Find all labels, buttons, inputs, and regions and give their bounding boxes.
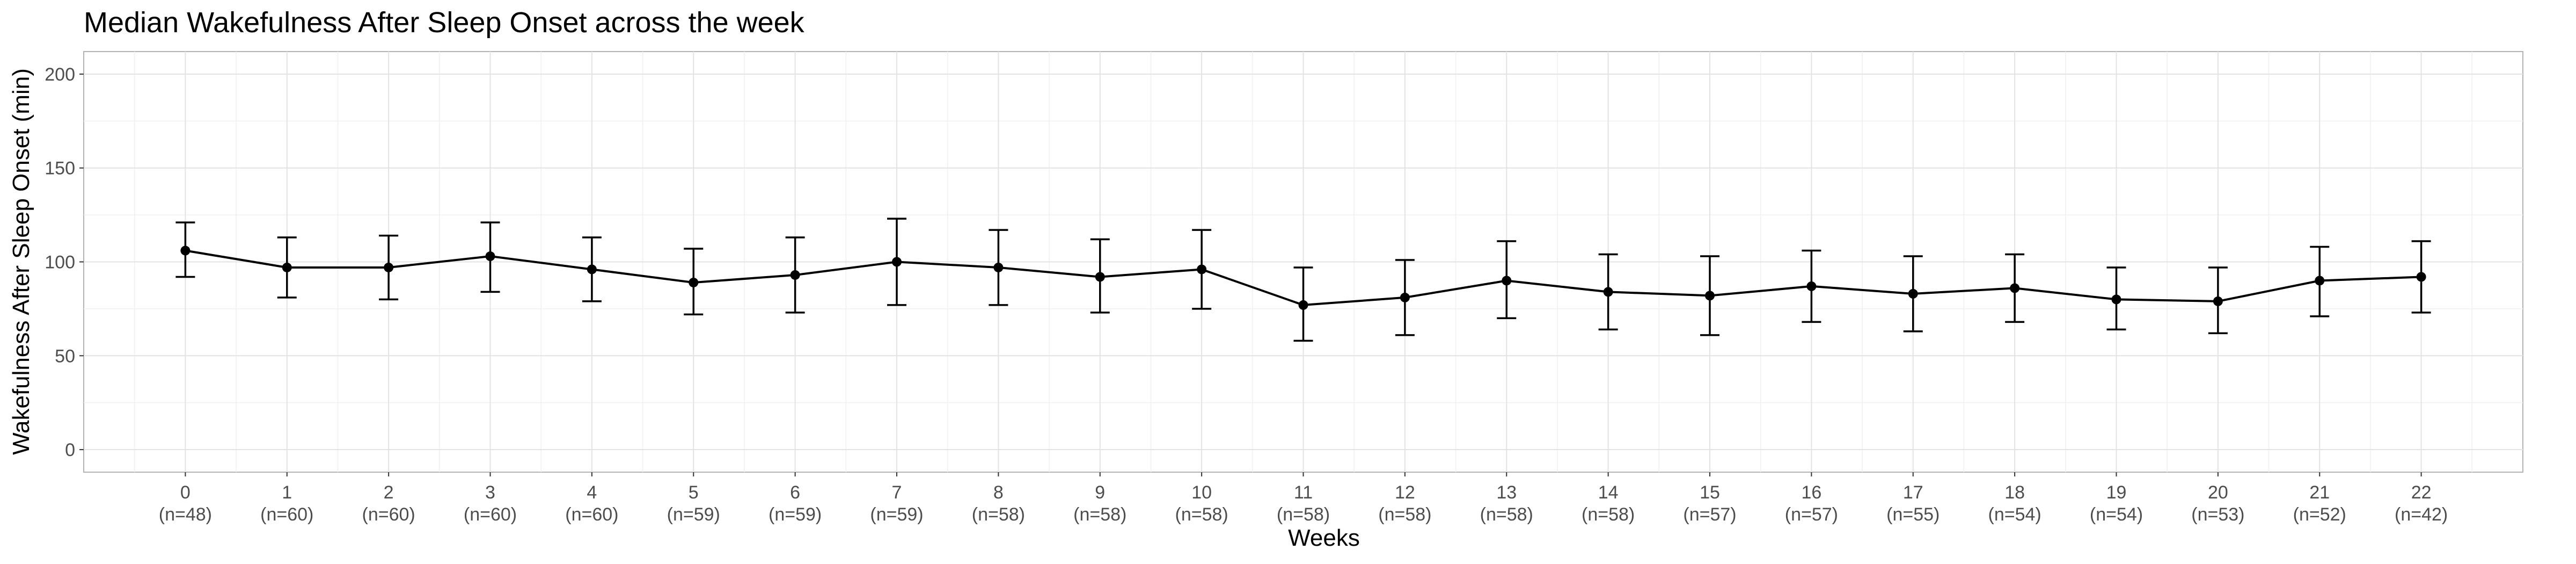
x-tick-label: 6: [790, 482, 800, 503]
x-tick-label: 16: [1801, 482, 1821, 503]
x-tick-label: 21: [2309, 482, 2330, 503]
data-point: [1806, 281, 1817, 291]
x-tick-label: 8: [993, 482, 1004, 503]
x-tick-label: 13: [1496, 482, 1517, 503]
y-axis: 0 50 100 150 200: [45, 64, 84, 460]
x-tick-n-label: (n=60): [260, 504, 313, 525]
x-tick-n-label: (n=42): [2395, 504, 2448, 525]
x-tick-label: 11: [1294, 482, 1313, 503]
x-tick-label: 9: [1095, 482, 1105, 503]
chart-title: Median Wakefulness After Sleep Onset acr…: [84, 6, 805, 39]
data-point: [1502, 276, 1512, 286]
data-point: [2213, 296, 2223, 306]
x-tick-label: 7: [892, 482, 902, 503]
data-point: [689, 277, 699, 287]
x-tick-n-label: (n=57): [1683, 504, 1736, 525]
x-tick-n-label: (n=59): [769, 504, 822, 525]
y-tick-label: 50: [55, 346, 75, 366]
x-tick-n-label: (n=59): [870, 504, 923, 525]
x-tick-n-label: (n=58): [972, 504, 1025, 525]
x-tick-label: 12: [1395, 482, 1415, 503]
data-point: [993, 262, 1004, 272]
data-point: [1908, 288, 1918, 299]
x-tick-n-label: (n=55): [1886, 504, 1940, 525]
y-axis-label: Wakefulness After Sleep Onset (min): [8, 68, 34, 455]
x-tick-n-label: (n=60): [362, 504, 415, 525]
data-point: [282, 262, 292, 272]
x-tick-n-label: (n=48): [159, 504, 212, 525]
data-point: [1603, 287, 1613, 297]
x-tick-label: 4: [587, 482, 597, 503]
x-tick-n-label: (n=57): [1785, 504, 1838, 525]
x-tick-label: 20: [2208, 482, 2228, 503]
data-point: [2315, 276, 2325, 286]
x-tick-label: 18: [2004, 482, 2025, 503]
data-point: [1197, 264, 1207, 274]
y-tick-label: 0: [65, 440, 75, 460]
x-tick-n-label: (n=53): [2191, 504, 2244, 525]
data-point: [384, 262, 394, 272]
data-point: [2111, 294, 2121, 305]
y-tick-label: 200: [45, 64, 75, 85]
data-point: [790, 270, 800, 280]
data-point: [485, 251, 495, 262]
x-tick-n-label: (n=59): [667, 504, 720, 525]
x-tick-n-label: (n=58): [1582, 504, 1635, 525]
data-point: [1400, 292, 1410, 302]
x-tick-n-label: (n=60): [464, 504, 517, 525]
data-point: [180, 245, 191, 256]
data-point: [2416, 272, 2426, 282]
x-tick-label: 17: [1903, 482, 1923, 503]
x-tick-label: 1: [282, 482, 292, 503]
data-point: [587, 264, 597, 274]
x-tick-label: 15: [1700, 482, 1720, 503]
x-tick-n-label: (n=54): [1988, 504, 2041, 525]
x-tick-label: 22: [2411, 482, 2432, 503]
data-point: [1705, 291, 1715, 301]
x-tick-n-label: (n=58): [1480, 504, 1533, 525]
x-tick-n-label: (n=54): [2090, 504, 2143, 525]
data-point: [892, 257, 902, 267]
data-point: [2010, 283, 2020, 293]
x-tick-label: 3: [485, 482, 495, 503]
points: [180, 245, 2426, 310]
x-tick-n-label: (n=58): [1378, 504, 1431, 525]
x-tick-n-label: (n=60): [565, 504, 618, 525]
x-tick-label: 14: [1598, 482, 1619, 503]
x-tick-n-label: (n=58): [1073, 504, 1126, 525]
x-tick-label: 10: [1191, 482, 1212, 503]
y-tick-label: 150: [45, 158, 75, 179]
x-axis-label: Weeks: [1288, 525, 1360, 551]
x-axis: 0(n=48)1(n=60)2(n=60)3(n=60)4(n=60)5(n=5…: [159, 472, 2448, 525]
x-tick-n-label: (n=58): [1277, 504, 1330, 525]
data-point: [1095, 272, 1105, 282]
x-tick-n-label: (n=58): [1175, 504, 1228, 525]
x-tick-label: 5: [689, 482, 699, 503]
x-tick-label: 0: [180, 482, 191, 503]
x-tick-label: 2: [384, 482, 394, 503]
x-tick-n-label: (n=52): [2293, 504, 2346, 525]
data-point: [1298, 300, 1308, 310]
x-tick-label: 19: [2106, 482, 2127, 503]
y-tick-label: 100: [45, 252, 75, 273]
